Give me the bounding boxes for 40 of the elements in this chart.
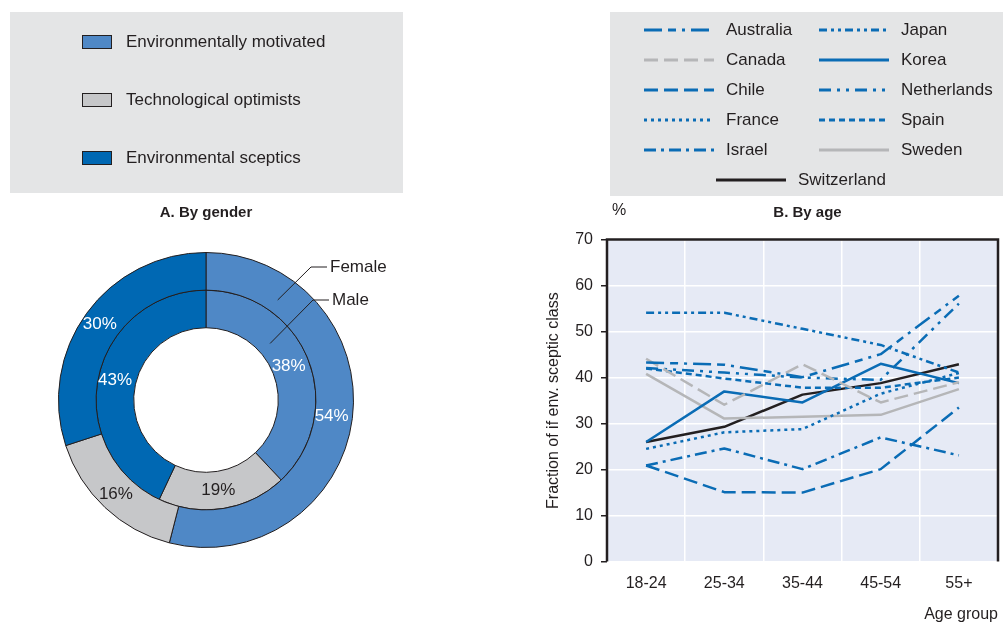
legend-label: Spain: [901, 110, 945, 130]
legend-label: Japan: [901, 20, 948, 40]
y-tick-label: 60: [575, 276, 594, 294]
x-axis-title: Age group: [924, 604, 999, 622]
legend-label: Sweden: [901, 140, 963, 160]
legend-label: Korea: [901, 50, 947, 70]
y-tick-label: 0: [584, 552, 594, 570]
y-tick-label: 50: [575, 322, 594, 340]
data-label: 16%: [98, 483, 133, 503]
legend-label: Chile: [726, 80, 765, 100]
legend-label: Israel: [726, 140, 768, 160]
y-tick-label: 20: [575, 460, 594, 478]
text: A. By gender: [158, 203, 254, 220]
legend-label: Switzerland: [798, 170, 886, 190]
data-label: 54%: [314, 405, 349, 425]
legend-label: Netherlands: [901, 80, 993, 100]
data-label: 19%: [201, 479, 236, 499]
data-label: 38%: [271, 356, 306, 376]
y-tick-label: 10: [575, 506, 594, 524]
slice-label: Male: [332, 289, 369, 309]
y-axis-title: Fraction of if env. sceptic class: [544, 292, 562, 509]
y-tick-label: 70: [575, 230, 594, 248]
legend-label: Canada: [726, 50, 786, 70]
y-tick-label: 40: [575, 368, 594, 386]
data-label: 43%: [98, 369, 133, 389]
x-tick-label: 55+: [945, 573, 973, 591]
legend-label: Environmentally motivated: [126, 32, 326, 52]
chart-title: B. By age: [773, 203, 842, 220]
data-label: 30%: [82, 314, 117, 334]
x-tick-label: 18-24: [625, 573, 667, 591]
text: %: [612, 201, 627, 219]
x-tick-label: 45-54: [860, 573, 902, 591]
y-tick-label: 30: [575, 414, 594, 432]
x-tick-label: 25-34: [703, 573, 745, 591]
slice-label: Female: [330, 256, 387, 276]
x-tick-label: 35-44: [782, 573, 824, 591]
legend-label: Australia: [726, 20, 793, 40]
legend-label: France: [726, 110, 779, 130]
legend-label: Technological optimists: [126, 90, 301, 110]
legend-label: Environmental sceptics: [126, 148, 301, 168]
